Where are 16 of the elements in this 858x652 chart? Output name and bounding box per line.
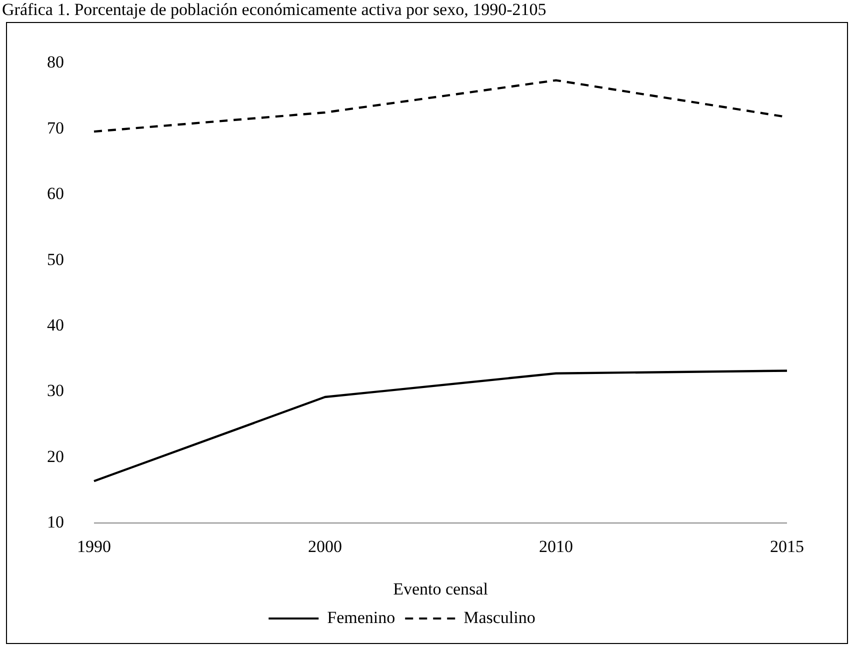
y-tick-label: 30 — [47, 381, 64, 400]
y-tick-label: 40 — [47, 316, 64, 335]
y-tick-label: 60 — [47, 184, 64, 204]
x-tick-label: 2000 — [308, 536, 342, 556]
y-tick-label: 10 — [47, 512, 64, 532]
y-tick-label: 80 — [47, 52, 64, 72]
x-tick-label: 2010 — [539, 536, 573, 556]
y-tick-label: 70 — [47, 118, 64, 138]
x-tick-label: 1990 — [77, 536, 111, 556]
x-axis-title: Evento censal — [393, 579, 488, 598]
chart-title: Gráfica 1. Porcentaje de población económicamente activa por sexo, 1990-2105 — [1, 0, 548, 20]
x-tick-label: 2015 — [770, 536, 804, 556]
legend-label: Masculino — [464, 608, 536, 627]
y-tick-label: 50 — [47, 250, 64, 269]
y-tick-label: 20 — [47, 446, 64, 466]
legend-label: Femenino — [327, 608, 396, 627]
